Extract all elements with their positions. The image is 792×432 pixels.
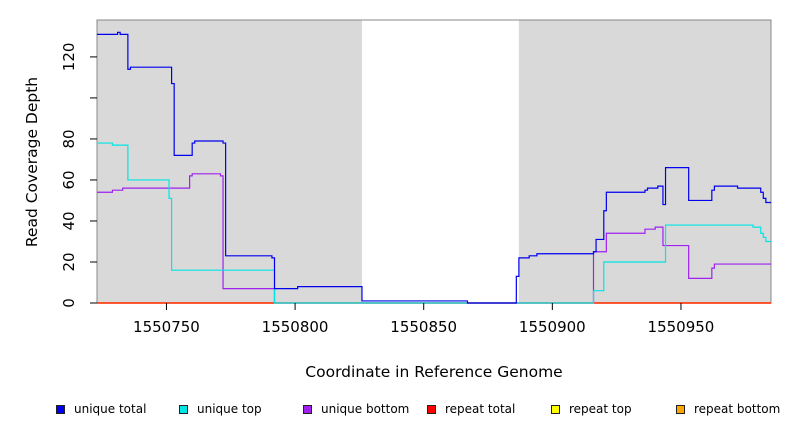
- legend-swatch: [303, 404, 312, 414]
- y-axis: 0 20 40 60 80 120: [60, 43, 97, 308]
- coverage-chart: 1550750 1550800 1550850 1550900 1550950 0 20 4…: [23, 19, 772, 381]
- shaded-regions: [97, 20, 771, 303]
- legend-label: repeat bottom: [694, 402, 781, 416]
- legend-item: repeat top: [551, 400, 632, 418]
- legend: unique total unique top unique bottom repea…: [0, 400, 792, 418]
- legend-swatch: [551, 404, 560, 414]
- x-tick-label: 1550850: [390, 318, 457, 336]
- x-axis-label: Coordinate in Reference Genome: [305, 363, 562, 381]
- y-tick-label: 40: [60, 211, 78, 230]
- y-tick-label: 60: [60, 170, 78, 189]
- x-axis: 1550750 1550800 1550850 1550900 1550950: [133, 303, 714, 336]
- legend-swatch: [427, 404, 436, 414]
- legend-swatch: [179, 404, 188, 414]
- legend-label: repeat top: [569, 402, 632, 416]
- y-tick-label: 80: [60, 129, 78, 148]
- series-layer: [97, 31, 771, 304]
- legend-swatch: [56, 404, 65, 414]
- legend-item: unique top: [179, 400, 262, 418]
- y-tick-label: 0: [60, 298, 78, 308]
- legend-swatch: [676, 404, 685, 414]
- legend-item: repeat bottom: [676, 400, 780, 418]
- x-tick-label: 1550950: [648, 318, 715, 336]
- x-tick-label: 1550900: [519, 318, 586, 336]
- legend-label: unique bottom: [321, 402, 410, 416]
- x-tick-label: 1550800: [262, 318, 329, 336]
- y-tick-label: 120: [60, 43, 78, 72]
- y-tick-label: 20: [60, 252, 78, 271]
- y-axis-label: Read Coverage Depth: [23, 77, 41, 247]
- series-line-unique-total: [97, 31, 771, 304]
- series-line-unique-top: [97, 142, 771, 304]
- x-tick-label: 1550750: [133, 318, 200, 336]
- shaded-region: [97, 20, 362, 303]
- legend-label: unique top: [197, 402, 262, 416]
- legend-label: unique total: [74, 402, 147, 416]
- series-line-unique-bottom: [97, 173, 771, 304]
- shaded-region: [518, 20, 771, 303]
- legend-item: unique total: [56, 400, 146, 418]
- legend-label: repeat total: [445, 402, 516, 416]
- legend-item: unique bottom: [303, 400, 409, 418]
- legend-item: repeat total: [427, 400, 515, 418]
